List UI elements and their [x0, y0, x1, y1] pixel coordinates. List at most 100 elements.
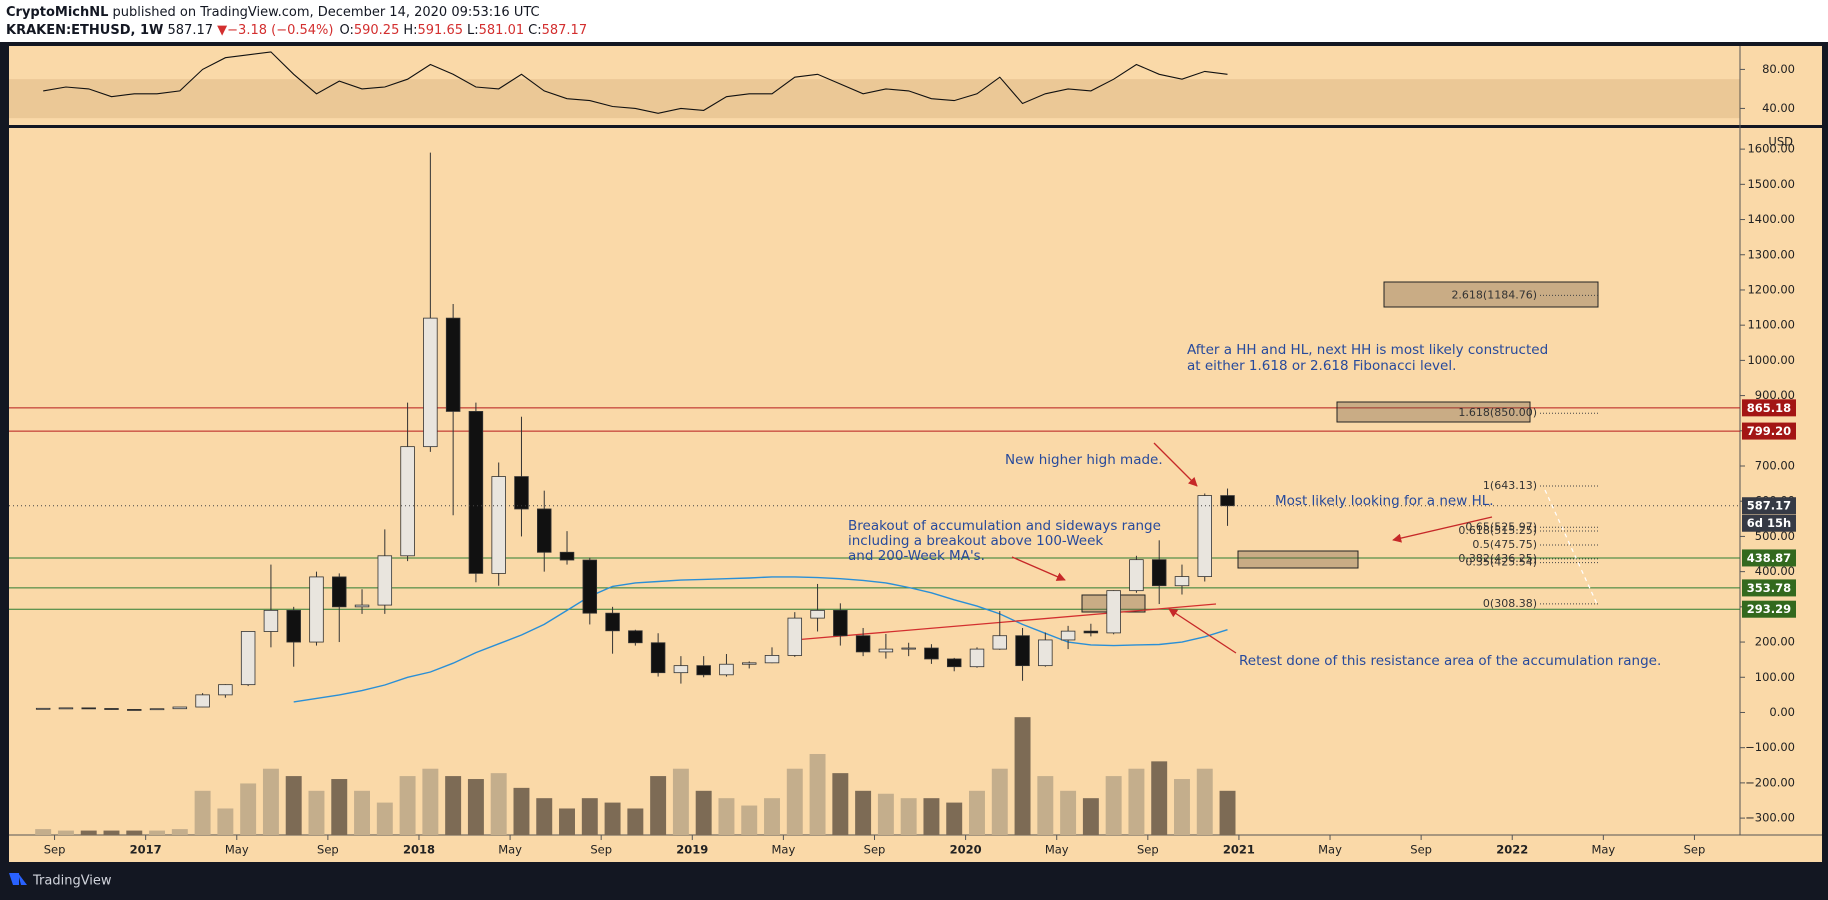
change: −3.18 (−0.54%)	[227, 23, 333, 38]
arrow	[1011, 556, 1066, 581]
volume-bar	[171, 829, 188, 835]
candle-body	[332, 576, 347, 608]
logo	[9, 873, 27, 885]
header-bg	[0, 0, 1828, 42]
volume-bar	[194, 790, 211, 835]
volume-bar	[149, 830, 166, 835]
x-tick-label: Sep	[1137, 843, 1159, 857]
price-badge	[1742, 600, 1796, 618]
candle-body	[673, 665, 689, 674]
volume-bar	[35, 829, 52, 835]
candle-body	[650, 642, 666, 674]
candle-body	[1015, 635, 1030, 667]
candle-body	[104, 708, 119, 710]
candle-body	[172, 706, 188, 710]
volume-bar	[513, 787, 530, 835]
volume-bar	[422, 768, 439, 835]
candle-body	[35, 707, 51, 710]
volume-bar	[900, 798, 917, 835]
published: published on TradingView.com, December 1…	[113, 5, 540, 20]
y-tick-label: 1500.00	[1747, 177, 1795, 191]
candle-body	[468, 411, 484, 574]
volume-bar	[695, 790, 712, 835]
volume-bar	[855, 790, 872, 835]
annotation: Most likely looking for a new HL.	[1275, 493, 1494, 509]
volume-bar	[923, 798, 940, 835]
volume-bar	[786, 768, 803, 835]
price-badge	[1742, 497, 1796, 515]
ohlc-label: L:	[467, 23, 479, 38]
fib-label: 0.35(425.54)	[1465, 556, 1537, 569]
volume-bar	[672, 768, 689, 835]
x-tick-label: Sep	[1684, 843, 1706, 857]
y-tick-label: 1000.00	[1747, 353, 1795, 367]
price-badge-label: 799.20	[1747, 424, 1791, 438]
volume-bar	[285, 776, 302, 835]
candle-body	[537, 508, 552, 553]
rsi-pane	[9, 46, 1822, 125]
candle-body	[719, 663, 734, 676]
volume-bar	[559, 808, 575, 835]
candle-body	[354, 604, 370, 608]
ohlc-label: H:	[403, 23, 417, 38]
volume-bar	[445, 776, 462, 835]
candle-body	[764, 655, 780, 664]
fib-label: 0.5(475.75)	[1472, 538, 1537, 551]
y-tick-label: −200.00	[1745, 775, 1795, 789]
ohlc-value: 590.25	[354, 23, 400, 38]
countdown-badge	[1742, 514, 1796, 532]
candle-body	[1083, 630, 1099, 634]
candle-body	[514, 476, 529, 510]
rsi-line	[43, 51, 1228, 114]
fib-label: 1(643.13)	[1483, 479, 1537, 492]
volume-bar	[240, 783, 257, 835]
candle-body	[969, 648, 985, 668]
candle-body	[741, 662, 757, 665]
volume-bar	[1219, 790, 1236, 835]
price-badge-label: 293.29	[1747, 602, 1791, 616]
candle-body	[696, 665, 711, 676]
price-badge	[1742, 549, 1796, 567]
zone-box	[1237, 550, 1359, 569]
volume-bar	[308, 790, 325, 835]
volume-bar	[832, 773, 849, 835]
price-badge	[1742, 579, 1796, 597]
price-badge	[1742, 399, 1796, 417]
volume-bar	[764, 798, 780, 835]
x-tick-label: Sep	[864, 843, 886, 857]
ohlc-label: C:	[528, 23, 541, 38]
y-tick-label: −100.00	[1745, 740, 1795, 754]
rsi-band	[9, 79, 1740, 119]
price-badge-label: 438.87	[1747, 551, 1791, 565]
projection-line	[1544, 489, 1598, 605]
y-tick-label: 100.00	[1755, 670, 1795, 684]
candle-body	[309, 576, 324, 643]
y-tick-label: −300.00	[1745, 811, 1795, 825]
y-tick-label: 500.00	[1755, 529, 1795, 543]
volume-bar	[399, 776, 416, 835]
author: CryptoMichNL	[6, 5, 108, 20]
price-badge	[1742, 422, 1796, 440]
x-tick-label: 2019	[676, 843, 708, 857]
arrow: ▼	[217, 23, 227, 38]
x-tick-label: 2017	[130, 843, 162, 857]
volume-bar	[1082, 798, 1099, 835]
main-pane	[9, 128, 1822, 862]
main-group: 2.618(1184.76) 1.618(850.00) 1(643.13) 0.65…	[9, 152, 1740, 835]
volume-bar	[536, 798, 553, 835]
volume-bar	[103, 830, 120, 835]
y-tick-label: 400.00	[1755, 564, 1795, 578]
candle-body	[240, 631, 256, 686]
candle-body	[878, 648, 894, 653]
candle-body	[833, 609, 848, 637]
volume-bar	[57, 830, 74, 835]
volume-bar	[718, 798, 735, 835]
x-tick-label: May	[1591, 843, 1615, 857]
fib-label: 0.65(525.97)	[1465, 520, 1537, 533]
ohlc-value: 591.65	[418, 23, 464, 38]
candle-body	[445, 317, 461, 412]
candle-body	[1174, 576, 1190, 587]
volume-bar	[262, 768, 279, 835]
x-tick-label: Sep	[590, 843, 612, 857]
fib-label: 0(308.38)	[1483, 597, 1537, 610]
